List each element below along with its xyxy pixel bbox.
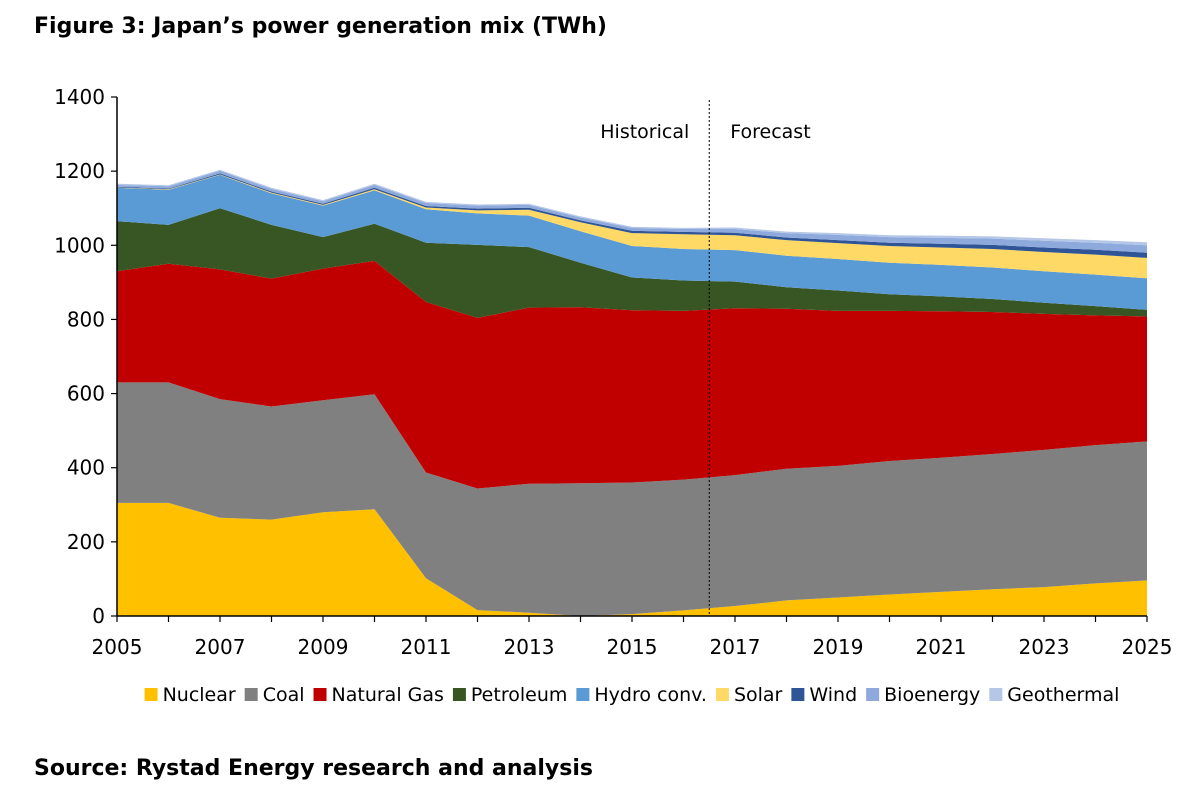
y-tick-label: 0 bbox=[92, 604, 105, 628]
y-tick-label: 1400 bbox=[54, 85, 105, 109]
legend-item-nuclear: Nuclear bbox=[144, 684, 236, 706]
x-tick-label: 2013 bbox=[504, 635, 555, 659]
legend-label: Coal bbox=[263, 684, 305, 706]
area-bioenergy bbox=[117, 170, 1147, 253]
legend-label: Petroleum bbox=[471, 684, 567, 706]
forecast-label: Forecast bbox=[730, 121, 810, 143]
y-tick-label: 1000 bbox=[54, 233, 105, 257]
y-tick-label: 1200 bbox=[54, 159, 105, 183]
legend-item-wind: Wind bbox=[791, 684, 857, 706]
source-note: Source: Rystad Energy research and analy… bbox=[34, 756, 593, 781]
chart-title: Figure 3: Japan’s power generation mix (… bbox=[34, 14, 607, 39]
x-tick-label: 2023 bbox=[1019, 635, 1070, 659]
legend-label: Geothermal bbox=[1007, 684, 1119, 706]
area-hydro-conv bbox=[117, 174, 1147, 310]
legend-label: Solar bbox=[734, 684, 783, 706]
x-tick-label: 2007 bbox=[195, 635, 246, 659]
y-tick-label: 400 bbox=[67, 456, 105, 480]
x-tick-label: 2009 bbox=[298, 635, 349, 659]
area-natural-gas bbox=[117, 260, 1147, 489]
legend-swatch bbox=[989, 688, 1003, 701]
legend-item-natural-gas: Natural Gas bbox=[313, 684, 444, 706]
legend-item-hydro-conv: Hydro conv. bbox=[576, 684, 707, 706]
x-tick-label: 2015 bbox=[607, 635, 658, 659]
historical-label: Historical bbox=[600, 121, 689, 143]
legend-item-bioenergy: Bioenergy bbox=[866, 684, 980, 706]
x-tick-label: 2019 bbox=[813, 635, 864, 659]
legend-item-geothermal: Geothermal bbox=[989, 684, 1119, 706]
x-tick-label: 2025 bbox=[1122, 635, 1173, 659]
legend-swatch bbox=[244, 688, 258, 701]
axes: 0 200 400 600 800 1000 1200 1400 2005 2007 2009 201… bbox=[54, 85, 1172, 659]
legend-swatch bbox=[144, 688, 158, 701]
x-tick-label: 2005 bbox=[92, 635, 143, 659]
x-tick-label: 2021 bbox=[916, 635, 967, 659]
y-tick-label: 600 bbox=[67, 382, 105, 406]
x-tick-label: 2011 bbox=[401, 635, 452, 659]
y-tick-label: 200 bbox=[67, 530, 105, 554]
legend-label: Nuclear bbox=[163, 684, 236, 706]
area-coal bbox=[117, 382, 1147, 616]
legend-item-coal: Coal bbox=[244, 684, 305, 706]
area-wind bbox=[117, 173, 1147, 258]
legend-label: Wind bbox=[809, 684, 857, 706]
legend-swatch bbox=[452, 688, 466, 701]
legend-swatch bbox=[866, 688, 880, 701]
legend-swatch bbox=[313, 688, 327, 701]
legend-label: Natural Gas bbox=[332, 684, 444, 706]
area-series-group bbox=[117, 169, 1147, 616]
annotations: Historical Forecast bbox=[600, 100, 811, 616]
legend-item-petroleum: Petroleum bbox=[452, 684, 567, 706]
legend-swatch bbox=[791, 688, 805, 701]
legend: Nuclear Coal Natural Gas Petroleum Hydro con… bbox=[144, 684, 1119, 706]
legend-swatch bbox=[715, 688, 729, 701]
legend-item-solar: Solar bbox=[715, 684, 783, 706]
legend-label: Hydro conv. bbox=[594, 684, 707, 706]
legend-swatch bbox=[576, 688, 590, 701]
legend-label: Bioenergy bbox=[884, 684, 980, 706]
area-solar bbox=[117, 174, 1147, 279]
y-tick-label: 800 bbox=[67, 307, 105, 331]
x-tick-label: 2017 bbox=[710, 635, 761, 659]
area-nuclear bbox=[117, 502, 1147, 616]
area-petroleum bbox=[117, 208, 1147, 318]
